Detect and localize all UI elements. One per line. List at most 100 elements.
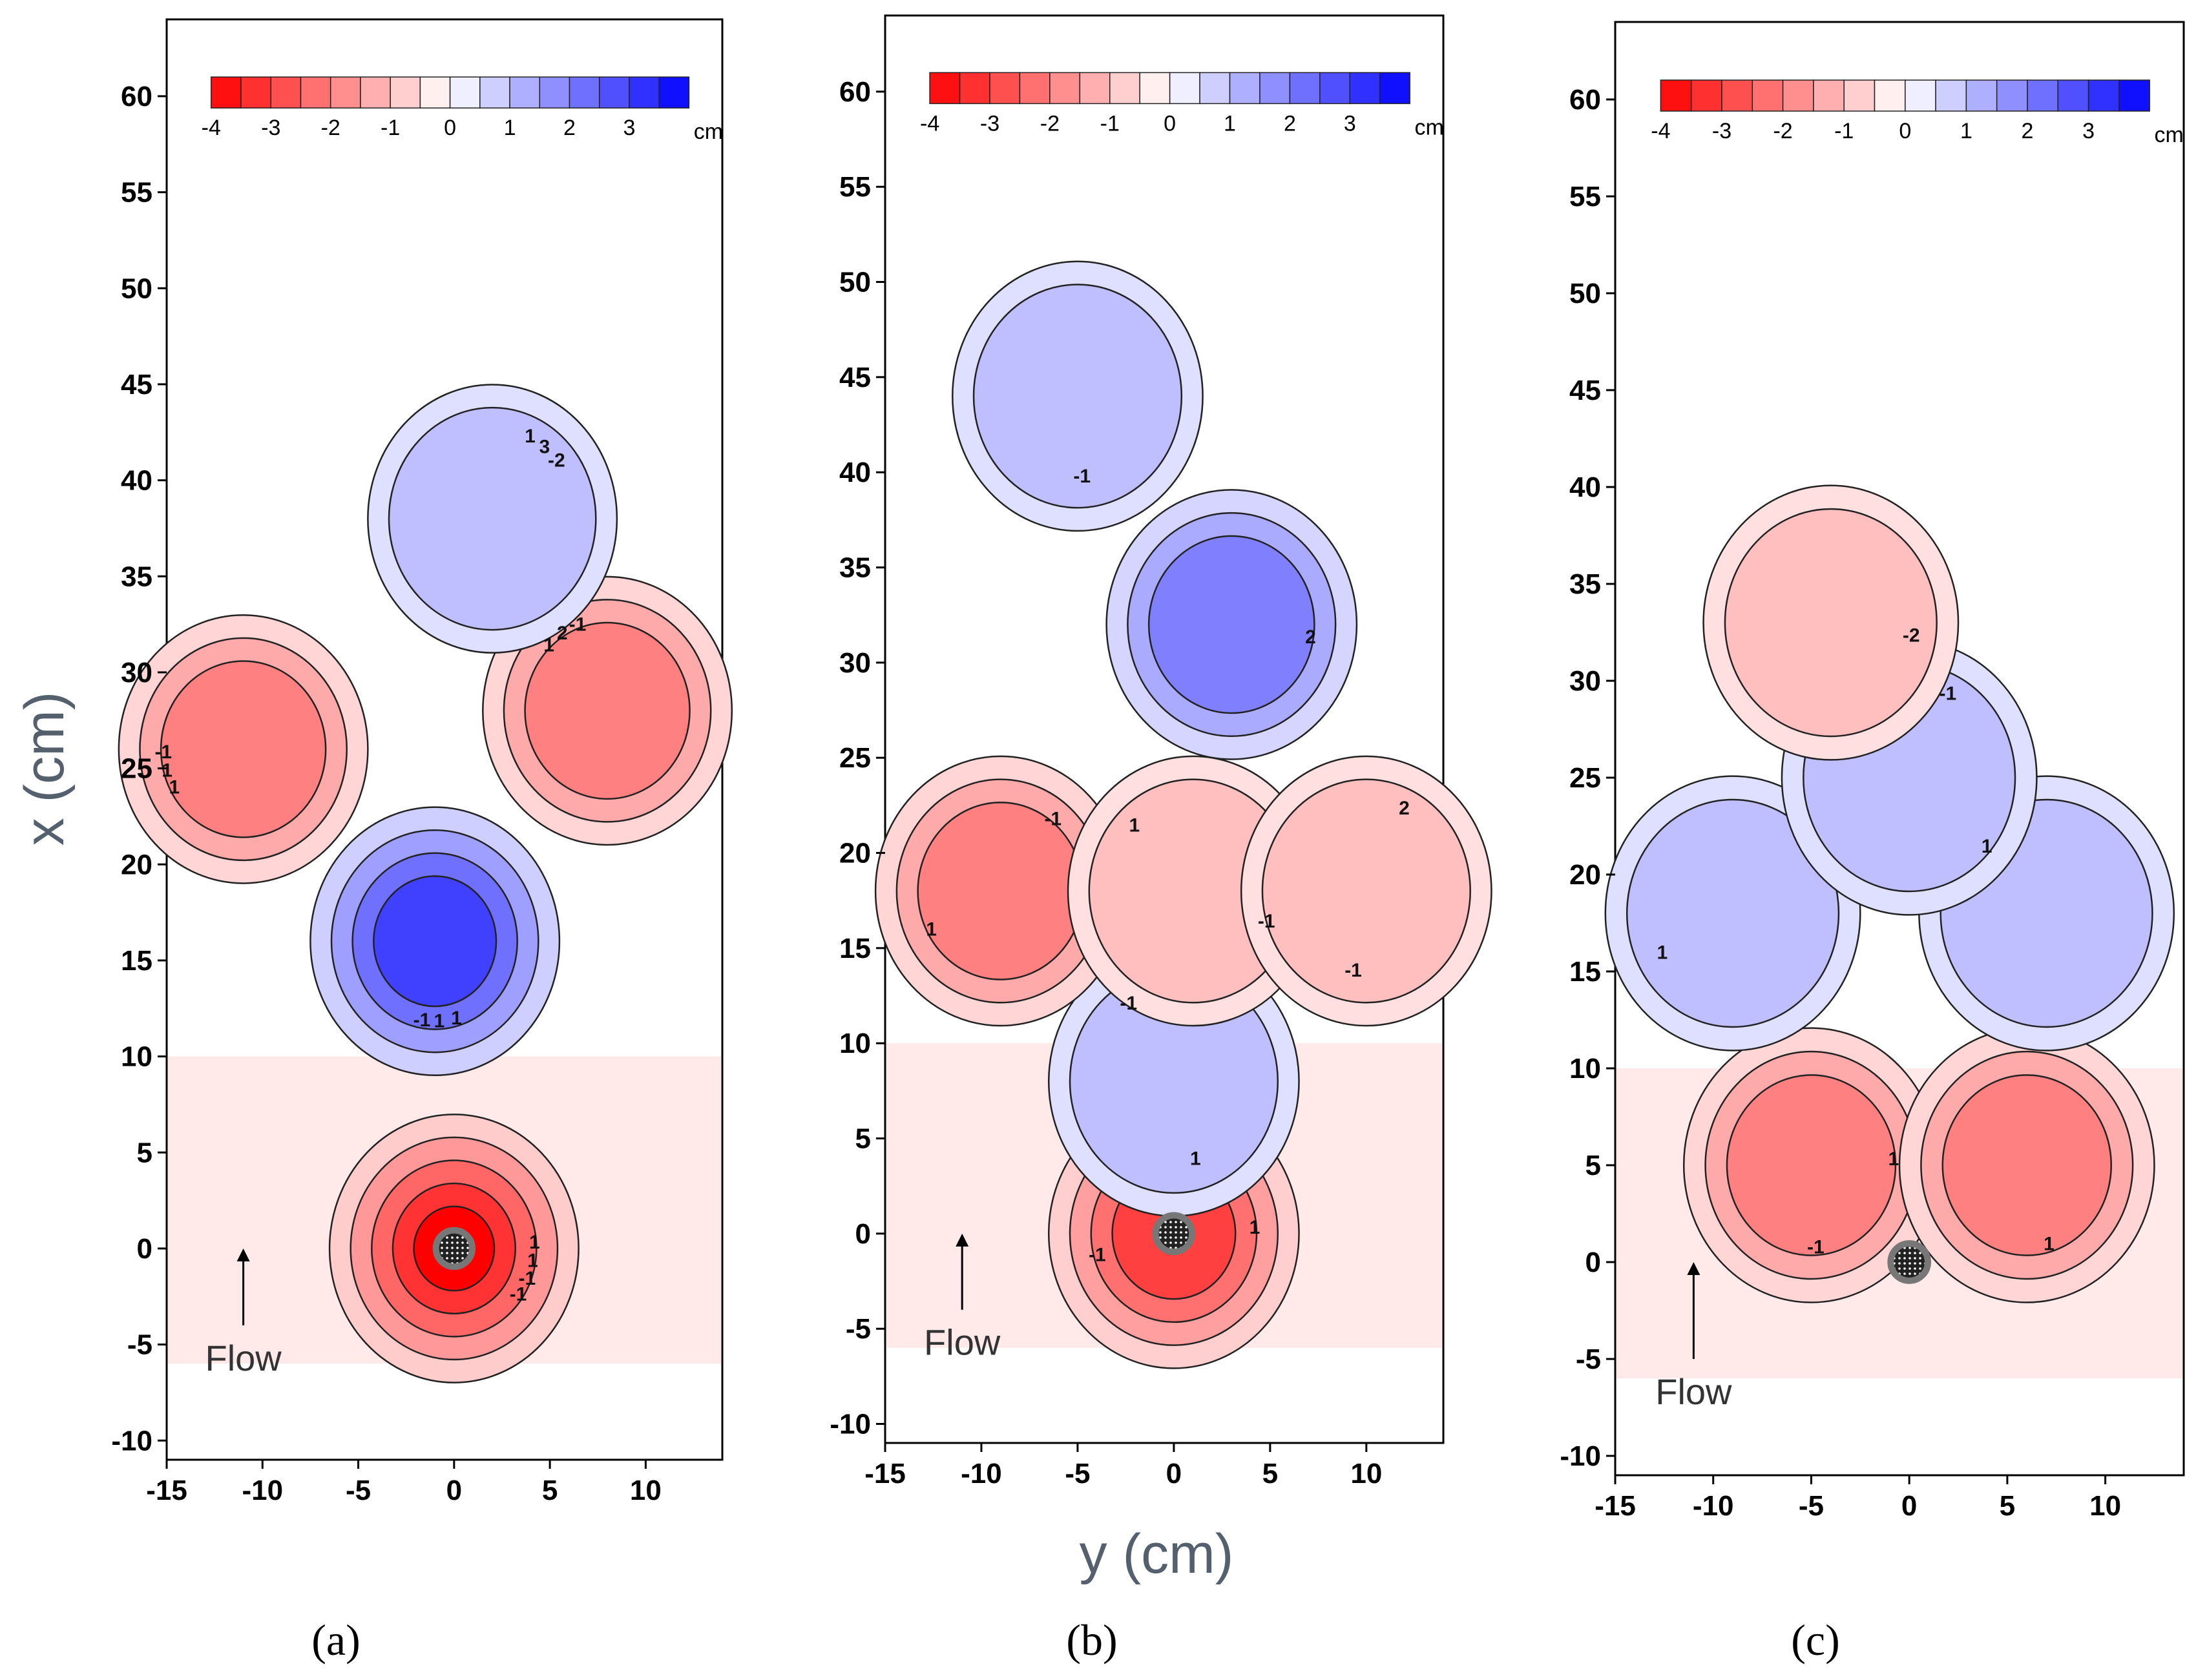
colorbar-tick-label: -2: [321, 116, 340, 140]
y-tick-label: 40: [121, 465, 152, 497]
y-tick-label: 5: [1585, 1150, 1601, 1181]
colorbar-cell: [270, 76, 302, 109]
colorbar-tick-label: -1: [1834, 119, 1854, 143]
colorbar-tick-label: 2: [1284, 111, 1296, 136]
x-tick-label: 5: [1262, 1458, 1278, 1489]
y-tick-label: 35: [121, 561, 152, 592]
colorbar-cell: [539, 76, 570, 109]
colorbar-tick-label: -3: [980, 111, 999, 136]
colorbar-cell: [598, 76, 630, 109]
y-tick-label: 10: [839, 1028, 871, 1059]
contour-label: 1: [926, 919, 937, 940]
x-tick-label: -5: [346, 1475, 371, 1506]
colorbar-cell: [989, 72, 1021, 105]
y-tick-label: -10: [111, 1425, 152, 1457]
colorbar-tick-label: -3: [1712, 119, 1731, 143]
contour-label: -1: [1044, 808, 1062, 829]
x-tick-label: 10: [2089, 1490, 2121, 1522]
contour-label: -1: [1120, 993, 1137, 1014]
colorbar-tick-label: 0: [1899, 119, 1911, 143]
contour-region-2: [874, 755, 1127, 1027]
contour-label: 1: [525, 426, 536, 447]
colorbar-tick-label: -4: [1651, 119, 1670, 143]
colorbar-tick-label: 3: [623, 116, 635, 140]
flow-label: Flow: [924, 1322, 1001, 1363]
y-tick-label: 45: [121, 369, 152, 400]
contour-label: 1: [527, 1250, 538, 1272]
contour-label: -1: [1940, 683, 1957, 704]
panel-a: -15 -10 -5 0 5 10605550454035302520151050-5-1…: [111, 18, 733, 1664]
colorbar-tick-label: -3: [261, 116, 280, 140]
x-tick-label: -15: [1595, 1490, 1636, 1522]
contour-region-2: [1604, 775, 1861, 1052]
contour-level: [1726, 1074, 1897, 1256]
colorbar-tick-label: -1: [381, 116, 400, 140]
colorbar-tick-label: 2: [563, 116, 576, 140]
x-tick-label: -10: [961, 1458, 1002, 1489]
colorbar-cell: [1019, 72, 1051, 105]
colorbar-cell: [1319, 72, 1351, 105]
y-tick-label: 50: [1569, 278, 1601, 309]
y-tick-label: 20: [1569, 859, 1601, 891]
x-tick-label: 0: [446, 1475, 462, 1506]
y-tick-label: 15: [1569, 956, 1601, 988]
y-tick-label: 60: [1569, 84, 1601, 116]
colorbar-cell: [300, 76, 331, 109]
colorbar-cell: [329, 76, 361, 109]
colorbar-cell: [1259, 72, 1291, 105]
contour-level: [972, 284, 1183, 509]
y-tick-label: -10: [1560, 1440, 1601, 1472]
y-tick-label: 10: [1569, 1053, 1601, 1084]
colorbar: -4 -3 -2 -1 0 1 2 3 cm: [202, 76, 723, 144]
flow-arrow-head: [1687, 1262, 1700, 1275]
contour-label: 1: [162, 760, 173, 781]
y-tick-label: -5: [1576, 1343, 1601, 1375]
colorbar-cell: [1379, 72, 1410, 105]
contour-label: 1: [1129, 814, 1140, 836]
contour-region-6: [952, 260, 1204, 532]
contour-level: [1147, 535, 1315, 714]
contour-label: 1: [1190, 1148, 1201, 1169]
colorbar-unit: cm: [694, 119, 723, 144]
colorbar-cell: [1721, 79, 1753, 112]
x-axis-label: y (cm): [1080, 1523, 1234, 1585]
y-tick-label: 20: [121, 849, 152, 880]
colorbar-cell: [360, 76, 391, 109]
contour-region-0: [1682, 1027, 1940, 1303]
contour-region-1: [309, 806, 561, 1077]
contour-region-4: [1240, 755, 1492, 1027]
flow-arrow-head: [956, 1233, 969, 1247]
colorbar-cell: [1843, 79, 1876, 112]
y-tick-label: 50: [839, 267, 871, 298]
contour-label: 1: [543, 635, 554, 656]
y-tick-label: 25: [1569, 762, 1601, 794]
contour-label: 2: [1305, 627, 1316, 648]
x-tick-label: 10: [1350, 1458, 1382, 1489]
colorbar-cell: [658, 76, 690, 109]
colorbar-cell: [929, 72, 961, 105]
colorbar-tick-label: 3: [1344, 111, 1356, 136]
flow-arrow-head: [236, 1248, 250, 1261]
y-tick-label: 55: [1569, 181, 1601, 213]
contour-label: 3: [539, 436, 550, 457]
y-tick-label: 55: [839, 171, 871, 203]
contour-level: [1941, 1074, 2112, 1256]
colorbar-tick-label: 1: [504, 116, 516, 140]
flow-label: Flow: [205, 1338, 282, 1378]
colorbar-cell: [2087, 79, 2120, 112]
contour-region-3: [1067, 755, 1319, 1027]
colorbar-cell: [1905, 79, 1936, 112]
x-tick-label: -10: [242, 1475, 283, 1506]
colorbar-cell: [1660, 79, 1692, 112]
colorbar-cell: [390, 76, 421, 109]
panel-caption: (a): [311, 1615, 360, 1664]
pier-marker: [1152, 1212, 1196, 1256]
y-tick-label: -10: [830, 1409, 871, 1440]
colorbar: -4 -3 -2 -1 0 1 2 3 cm: [920, 72, 1444, 140]
y-tick-label: 35: [1569, 568, 1601, 600]
colorbar-cell: [1079, 72, 1111, 105]
contour-label: -1: [1089, 1245, 1106, 1266]
panel-b: -15 -10 -5 0 5 10605550454035302520151050-5-1…: [830, 14, 1492, 1664]
contour-label: -1: [413, 1010, 431, 1031]
